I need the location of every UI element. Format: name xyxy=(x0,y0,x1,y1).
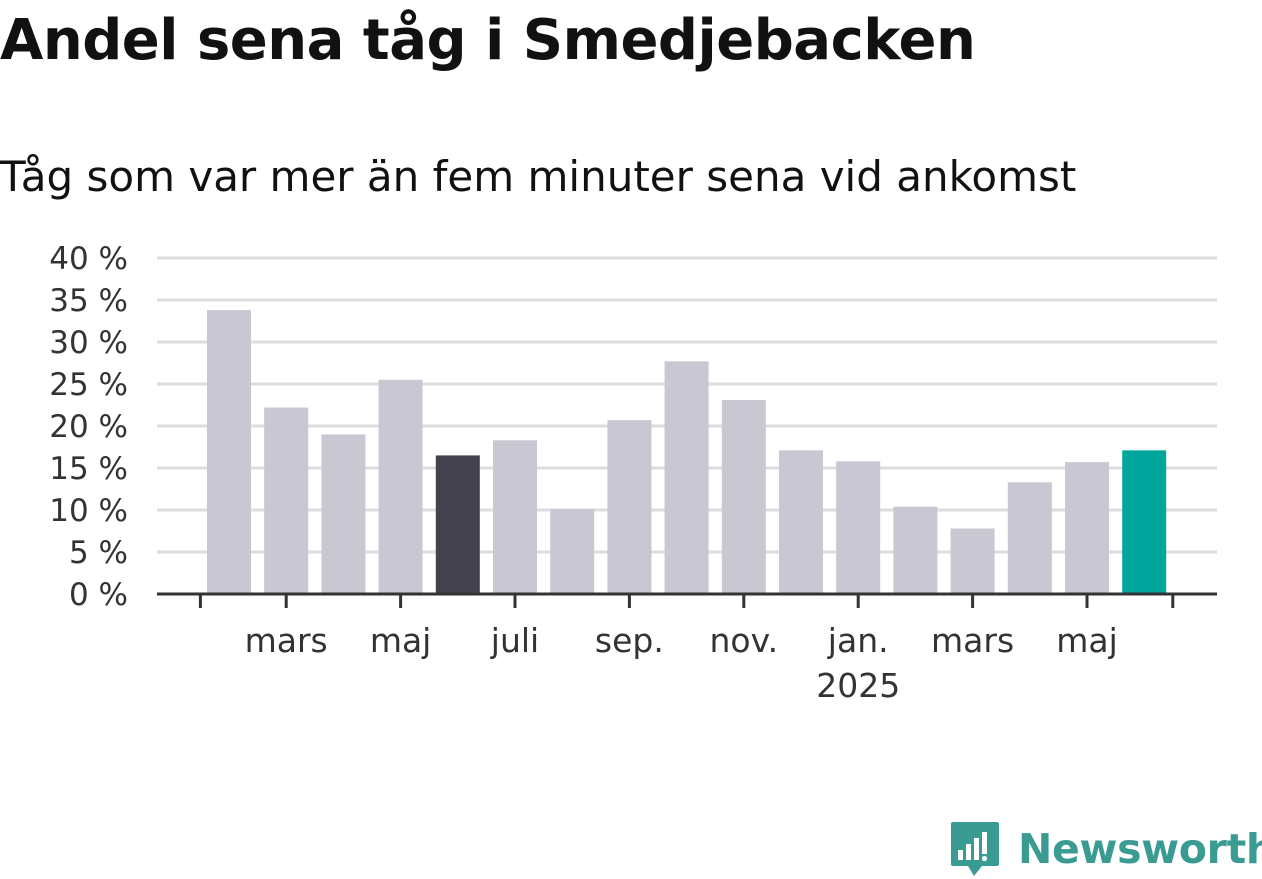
bar-2025-04 xyxy=(1007,482,1052,594)
bar-2024-04 xyxy=(321,434,366,594)
bar-2024-08 xyxy=(550,509,595,594)
bar-2024-02 xyxy=(207,310,251,594)
bar-2024-09 xyxy=(607,420,652,594)
bar-2025-02 xyxy=(893,506,938,594)
bar-2025-05 xyxy=(1065,462,1109,594)
x-tick-year-label: 2025 xyxy=(816,666,900,705)
chart-subtitle: Tåg som var mer än fem minuter sena vid … xyxy=(0,152,1077,201)
bar-2024-11 xyxy=(721,399,766,594)
bar-2024-03 xyxy=(264,407,309,594)
x-tick-label: nov. xyxy=(710,621,779,660)
bar-2024-10 xyxy=(664,361,709,594)
x-tick-label: sep. xyxy=(595,621,664,660)
y-tick-label: 20 % xyxy=(49,409,128,445)
bar-2024-06 xyxy=(435,455,480,594)
x-axis-labels: mars maj juli sep. nov. jan. 2025 mars maj xyxy=(245,621,1118,705)
chart-title: Andel sena tåg i Smedjebacken xyxy=(0,8,976,73)
bar-2024-12 xyxy=(779,450,823,594)
y-tick-label: 30 % xyxy=(49,325,128,361)
x-tick-label: mars xyxy=(245,621,328,660)
y-tick-label: 0 % xyxy=(69,577,128,613)
y-tick-label: 5 % xyxy=(69,535,128,571)
newsworthy-logo-icon xyxy=(951,822,999,876)
bar-2024-07 xyxy=(493,440,537,594)
x-tick-label: jan. xyxy=(827,621,889,660)
y-tick-label: 15 % xyxy=(49,451,128,487)
x-tick-label: mars xyxy=(931,621,1014,660)
y-tick-label: 35 % xyxy=(49,283,128,319)
x-tick-label: maj xyxy=(1056,621,1118,660)
brand-name: Newsworthy xyxy=(1018,825,1262,873)
x-axis xyxy=(157,592,1217,608)
y-tick-label: 25 % xyxy=(49,367,128,403)
x-tick-label: maj xyxy=(370,621,432,660)
x-tick-label: juli xyxy=(490,621,539,660)
bar-2025-06 xyxy=(1122,450,1167,594)
bar-2025-01 xyxy=(836,461,881,594)
y-tick-label: 10 % xyxy=(49,493,128,529)
y-axis-labels: 0 % 5 % 10 % 15 % 20 % 25 % 30 % 35 % 40 % xyxy=(49,241,128,613)
bar-2024-05 xyxy=(378,379,423,594)
y-tick-label: 40 % xyxy=(49,241,128,277)
brand-logo: Newsworthy xyxy=(950,820,1262,878)
bar-2025-03 xyxy=(950,528,995,594)
bars xyxy=(207,310,1167,594)
